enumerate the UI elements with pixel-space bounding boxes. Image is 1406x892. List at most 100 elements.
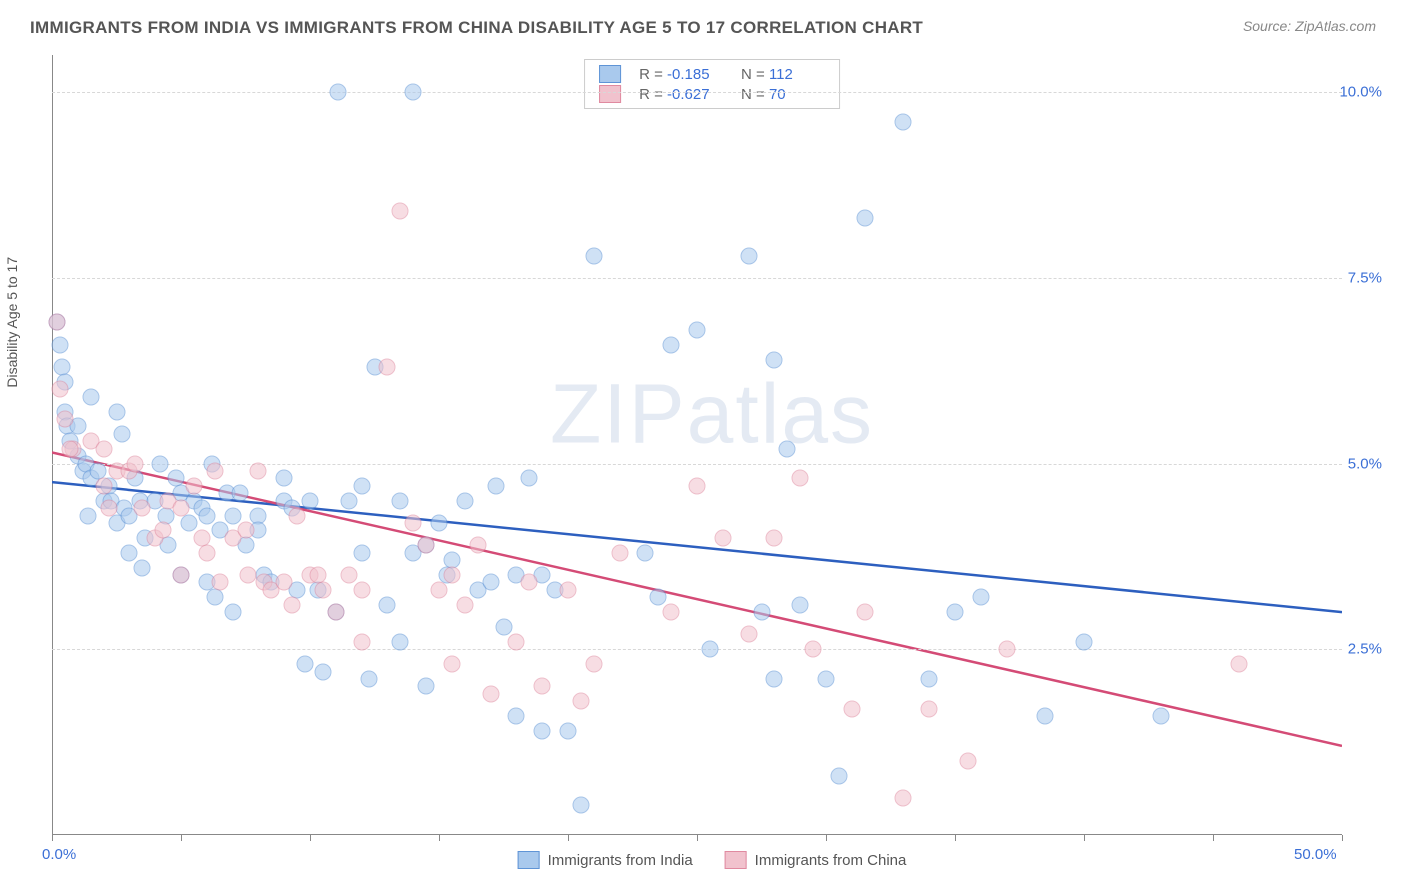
data-point <box>353 633 370 650</box>
legend-item-china: Immigrants from China <box>725 851 907 869</box>
data-point <box>283 596 300 613</box>
data-point <box>198 507 215 524</box>
legend-label-india: Immigrants from India <box>548 852 693 869</box>
data-point <box>263 574 280 591</box>
data-point <box>154 522 171 539</box>
data-point <box>59 418 76 435</box>
data-point <box>263 581 280 598</box>
x-tick-label: 0.0% <box>42 846 76 863</box>
x-tick <box>955 835 956 841</box>
data-point <box>611 544 628 561</box>
data-point <box>572 693 589 710</box>
data-point <box>255 567 272 584</box>
data-point <box>895 789 912 806</box>
data-point <box>637 544 654 561</box>
series-legend: Immigrants from India Immigrants from Ch… <box>518 851 907 869</box>
data-point <box>443 552 460 569</box>
data-point <box>160 537 177 554</box>
data-point <box>289 581 306 598</box>
data-point <box>366 359 383 376</box>
data-point <box>740 626 757 643</box>
data-point <box>792 470 809 487</box>
data-point <box>74 463 91 480</box>
chart-area: Disability Age 5 to 17 ZIPatlas R = -0.1… <box>52 55 1372 835</box>
n-value-china: 70 <box>769 86 825 103</box>
data-point <box>585 656 602 673</box>
data-point <box>211 522 228 539</box>
data-point <box>185 492 202 509</box>
data-point <box>753 604 770 621</box>
data-point <box>121 544 138 561</box>
data-point <box>250 463 267 480</box>
y-axis-label: Disability Age 5 to 17 <box>4 257 20 388</box>
data-point <box>62 433 79 450</box>
r-value-china: -0.627 <box>667 86 723 103</box>
data-point <box>547 581 564 598</box>
data-point <box>224 529 241 546</box>
data-point <box>206 463 223 480</box>
data-point <box>108 515 125 532</box>
data-point <box>198 574 215 591</box>
data-point <box>289 507 306 524</box>
data-point <box>90 463 107 480</box>
swatch-india-icon <box>518 851 540 869</box>
data-point <box>180 515 197 532</box>
gridline <box>52 278 1342 279</box>
trend-line <box>52 482 1342 612</box>
data-point <box>766 671 783 688</box>
data-point <box>521 574 538 591</box>
x-tick <box>1342 835 1343 841</box>
data-point <box>185 477 202 494</box>
data-point <box>147 529 164 546</box>
data-point <box>418 537 435 554</box>
data-point <box>560 723 577 740</box>
data-point <box>283 500 300 517</box>
data-point <box>237 522 254 539</box>
data-point <box>302 567 319 584</box>
x-tick-label: 50.0% <box>1294 846 1337 863</box>
gridline <box>52 649 1342 650</box>
x-tick <box>697 835 698 841</box>
watermark: ZIPatlas <box>550 365 874 462</box>
data-point <box>456 596 473 613</box>
data-point <box>650 589 667 606</box>
data-point <box>379 596 396 613</box>
x-tick <box>568 835 569 841</box>
data-point <box>113 425 130 442</box>
data-point <box>56 411 73 428</box>
x-tick <box>52 835 53 841</box>
data-point <box>405 544 422 561</box>
data-point <box>843 700 860 717</box>
data-point <box>443 567 460 584</box>
data-point <box>456 492 473 509</box>
legend-label-china: Immigrants from China <box>755 852 907 869</box>
data-point <box>921 671 938 688</box>
data-point <box>134 500 151 517</box>
data-point <box>51 381 68 398</box>
y-tick-label: 2.5% <box>1348 641 1382 658</box>
data-point <box>1076 633 1093 650</box>
data-point <box>947 604 964 621</box>
data-point <box>818 671 835 688</box>
y-tick-label: 5.0% <box>1348 455 1382 472</box>
data-point <box>224 507 241 524</box>
data-point <box>487 477 504 494</box>
data-point <box>521 470 538 487</box>
data-point <box>572 797 589 814</box>
data-point <box>663 604 680 621</box>
data-point <box>103 492 120 509</box>
swatch-china-icon <box>599 85 621 103</box>
data-point <box>792 596 809 613</box>
data-point <box>108 403 125 420</box>
data-point <box>309 567 326 584</box>
source-attribution: Source: ZipAtlas.com <box>1243 18 1376 34</box>
data-point <box>240 567 257 584</box>
data-point <box>469 581 486 598</box>
y-tick-label: 7.5% <box>1348 269 1382 286</box>
data-point <box>219 485 236 502</box>
data-point <box>392 633 409 650</box>
x-tick <box>310 835 311 841</box>
data-point <box>95 440 112 457</box>
data-point <box>895 113 912 130</box>
data-point <box>309 581 326 598</box>
